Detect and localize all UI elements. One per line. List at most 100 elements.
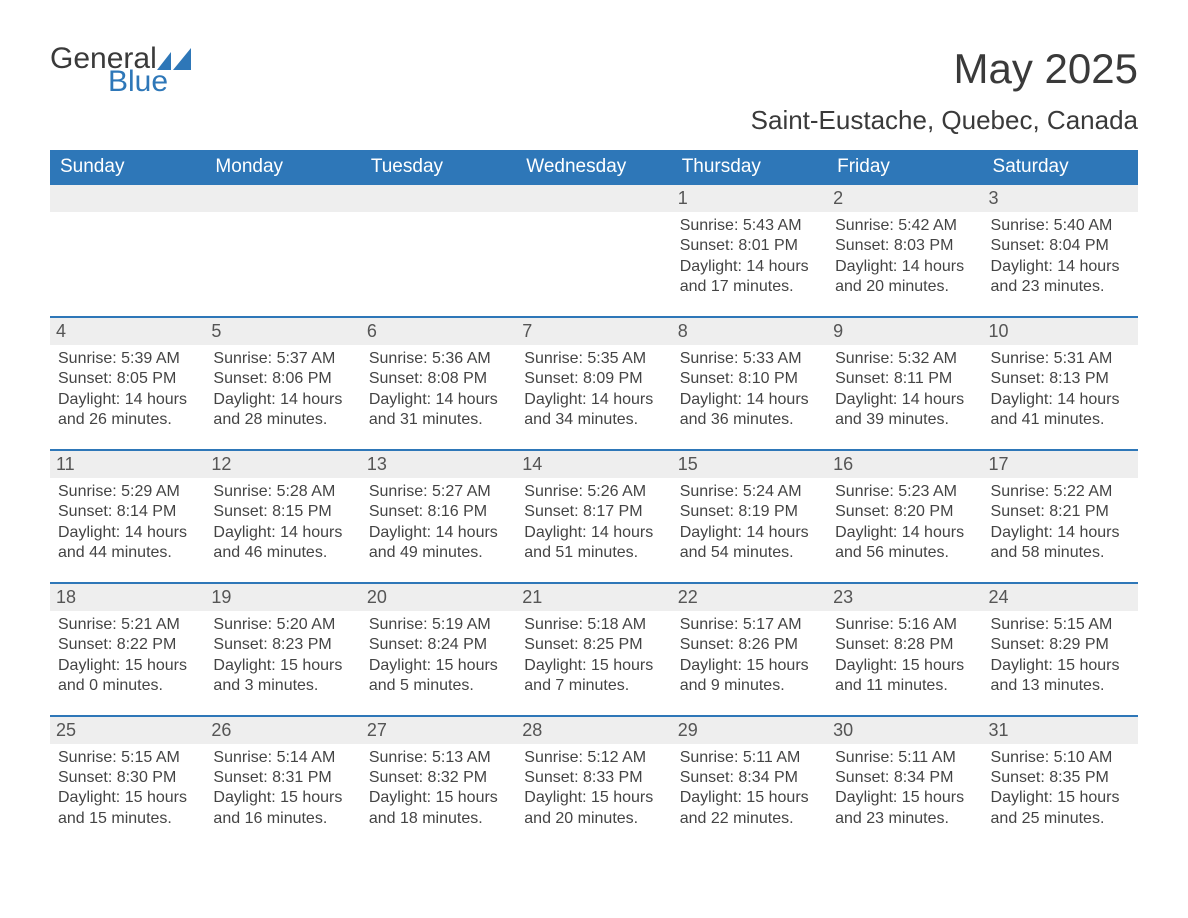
sunrise-line: Sunrise: 5:23 AM <box>835 482 976 502</box>
sunrise-line: Sunrise: 5:18 AM <box>524 615 665 635</box>
calendar-day-cell: 8 Sunrise: 5:33 AMSunset: 8:10 PMDaylight… <box>672 316 827 449</box>
daylight-line: Daylight: 14 hours and 49 minutes. <box>369 523 510 564</box>
sunrise-line: Sunrise: 5:40 AM <box>991 216 1132 236</box>
dow-tuesday: Tuesday <box>361 150 516 185</box>
calendar-week-row: 11Sunrise: 5:29 AMSunset: 8:14 PMDayligh… <box>50 449 1138 582</box>
day-number-bar: 10 <box>983 316 1138 345</box>
day-number-bar: 6 <box>361 316 516 345</box>
calendar-day-cell: 11 Sunrise: 5:29 AMSunset: 8:14 PMDayligh… <box>50 449 205 582</box>
day-details: Sunrise: 5:24 AMSunset: 8:19 PMDaylight:… <box>678 482 821 564</box>
sunset-line: Sunset: 8:16 PM <box>369 502 510 522</box>
sunrise-line: Sunrise: 5:33 AM <box>680 349 821 369</box>
calendar-day-cell: 1Sunrise: 5:43 AMSunset: 8:01 PMDaylight… <box>672 185 827 316</box>
sunrise-line: Sunrise: 5:31 AM <box>991 349 1132 369</box>
day-number-bar: 27 <box>361 715 516 744</box>
day-number-bar: 18 <box>50 582 205 611</box>
day-details: Sunrise: 5:27 AMSunset: 8:16 PMDaylight:… <box>367 482 510 564</box>
day-of-week-header: Sunday Monday Tuesday Wednesday Thursday… <box>50 150 1138 185</box>
calendar-day-cell: 10 Sunrise: 5:31 AMSunset: 8:13 PMDayligh… <box>983 316 1138 449</box>
calendar-day-cell: 23Sunrise: 5:16 AMSunset: 8:28 PMDayligh… <box>827 582 982 715</box>
day-number-bar: 17 <box>983 449 1138 478</box>
daylight-line: Daylight: 14 hours and 41 minutes. <box>991 390 1132 431</box>
sunset-line: Sunset: 8:29 PM <box>991 635 1132 655</box>
sunrise-line: Sunrise: 5:28 AM <box>213 482 354 502</box>
sunrise-line: Sunrise: 5:13 AM <box>369 748 510 768</box>
sunrise-line: Sunrise: 5:14 AM <box>213 748 354 768</box>
sunset-line: Sunset: 8:33 PM <box>524 768 665 788</box>
dow-saturday: Saturday <box>983 150 1138 185</box>
day-number-bar: 31 <box>983 715 1138 744</box>
sunset-line: Sunset: 8:14 PM <box>58 502 199 522</box>
day-details: Sunrise: 5:17 AMSunset: 8:26 PMDaylight:… <box>678 615 821 697</box>
daylight-line: Daylight: 15 hours and 3 minutes. <box>213 656 354 697</box>
calendar-week-row: 25Sunrise: 5:15 AMSunset: 8:30 PMDayligh… <box>50 715 1138 848</box>
day-number-bar: 8 <box>672 316 827 345</box>
day-number-bar: 7 <box>516 316 671 345</box>
sunrise-line: Sunrise: 5:24 AM <box>680 482 821 502</box>
daylight-line: Daylight: 15 hours and 0 minutes. <box>58 656 199 697</box>
calendar-day-cell <box>205 185 360 316</box>
day-number-bar: 25 <box>50 715 205 744</box>
calendar-day-cell <box>361 185 516 316</box>
day-number-bar: 29 <box>672 715 827 744</box>
sunrise-line: Sunrise: 5:12 AM <box>524 748 665 768</box>
sunset-line: Sunset: 8:31 PM <box>213 768 354 788</box>
day-number-bar: 24 <box>983 582 1138 611</box>
day-details: Sunrise: 5:11 AMSunset: 8:34 PMDaylight:… <box>678 748 821 830</box>
day-number-bar: 23 <box>827 582 982 611</box>
calendar-week-row: 1Sunrise: 5:43 AMSunset: 8:01 PMDaylight… <box>50 185 1138 316</box>
day-details: Sunrise: 5:21 AMSunset: 8:22 PMDaylight:… <box>56 615 199 697</box>
day-number-bar: 28 <box>516 715 671 744</box>
day-details: Sunrise: 5:13 AMSunset: 8:32 PMDaylight:… <box>367 748 510 830</box>
calendar-day-cell: 5Sunrise: 5:37 AMSunset: 8:06 PMDaylight… <box>205 316 360 449</box>
sunrise-line: Sunrise: 5:20 AM <box>213 615 354 635</box>
dow-sunday: Sunday <box>50 150 205 185</box>
sunrise-line: Sunrise: 5:36 AM <box>369 349 510 369</box>
calendar-day-cell: 6Sunrise: 5:36 AMSunset: 8:08 PMDaylight… <box>361 316 516 449</box>
daylight-line: Daylight: 14 hours and 36 minutes. <box>680 390 821 431</box>
sunset-line: Sunset: 8:13 PM <box>991 369 1132 389</box>
day-details: Sunrise: 5:15 AMSunset: 8:29 PMDaylight:… <box>989 615 1132 697</box>
daylight-line: Daylight: 14 hours and 54 minutes. <box>680 523 821 564</box>
daylight-line: Daylight: 15 hours and 16 minutes. <box>213 788 354 829</box>
day-number-bar: 5 <box>205 316 360 345</box>
daylight-line: Daylight: 14 hours and 23 minutes. <box>991 257 1132 298</box>
sunset-line: Sunset: 8:03 PM <box>835 236 976 256</box>
sunset-line: Sunset: 8:01 PM <box>680 236 821 256</box>
day-details: Sunrise: 5:14 AMSunset: 8:31 PMDaylight:… <box>211 748 354 830</box>
calendar-day-cell: 31Sunrise: 5:10 AMSunset: 8:35 PMDayligh… <box>983 715 1138 848</box>
calendar-day-cell: 17Sunrise: 5:22 AMSunset: 8:21 PMDayligh… <box>983 449 1138 582</box>
daylight-line: Daylight: 14 hours and 28 minutes. <box>213 390 354 431</box>
sunrise-line: Sunrise: 5:29 AM <box>58 482 199 502</box>
calendar-week-row: 4Sunrise: 5:39 AMSunset: 8:05 PMDaylight… <box>50 316 1138 449</box>
calendar-day-cell: 9Sunrise: 5:32 AMSunset: 8:11 PMDaylight… <box>827 316 982 449</box>
day-details: Sunrise: 5:26 AMSunset: 8:17 PMDaylight:… <box>522 482 665 564</box>
calendar-day-cell: 24 Sunrise: 5:15 AMSunset: 8:29 PMDayligh… <box>983 582 1138 715</box>
daylight-line: Daylight: 14 hours and 44 minutes. <box>58 523 199 564</box>
day-details: Sunrise: 5:33 AMSunset: 8:10 PMDaylight:… <box>678 349 821 431</box>
daylight-line: Daylight: 14 hours and 31 minutes. <box>369 390 510 431</box>
day-details: Sunrise: 5:20 AMSunset: 8:23 PMDaylight:… <box>211 615 354 697</box>
day-number-bar: 15 <box>672 449 827 478</box>
day-number-bar: 16 <box>827 449 982 478</box>
sunset-line: Sunset: 8:32 PM <box>369 768 510 788</box>
calendar-day-cell: 18 Sunrise: 5:21 AMSunset: 8:22 PMDayligh… <box>50 582 205 715</box>
calendar-day-cell: 27 Sunrise: 5:13 AMSunset: 8:32 PMDayligh… <box>361 715 516 848</box>
sunrise-line: Sunrise: 5:16 AM <box>835 615 976 635</box>
sunrise-line: Sunrise: 5:27 AM <box>369 482 510 502</box>
calendar-day-cell: 14Sunrise: 5:26 AMSunset: 8:17 PMDayligh… <box>516 449 671 582</box>
dow-friday: Friday <box>827 150 982 185</box>
day-details: Sunrise: 5:29 AMSunset: 8:14 PMDaylight:… <box>56 482 199 564</box>
dow-monday: Monday <box>205 150 360 185</box>
day-details: Sunrise: 5:32 AMSunset: 8:11 PMDaylight:… <box>833 349 976 431</box>
day-details: Sunrise: 5:31 AMSunset: 8:13 PMDaylight:… <box>989 349 1132 431</box>
day-details: Sunrise: 5:43 AMSunset: 8:01 PMDaylight:… <box>678 216 821 298</box>
sunset-line: Sunset: 8:09 PM <box>524 369 665 389</box>
day-number-bar: 2 <box>827 185 982 212</box>
day-number-bar: 11 <box>50 449 205 478</box>
daylight-line: Daylight: 15 hours and 20 minutes. <box>524 788 665 829</box>
sunrise-line: Sunrise: 5:15 AM <box>58 748 199 768</box>
month-title: May 2025 <box>751 45 1138 93</box>
calendar-day-cell: 30Sunrise: 5:11 AMSunset: 8:34 PMDayligh… <box>827 715 982 848</box>
daylight-line: Daylight: 15 hours and 15 minutes. <box>58 788 199 829</box>
